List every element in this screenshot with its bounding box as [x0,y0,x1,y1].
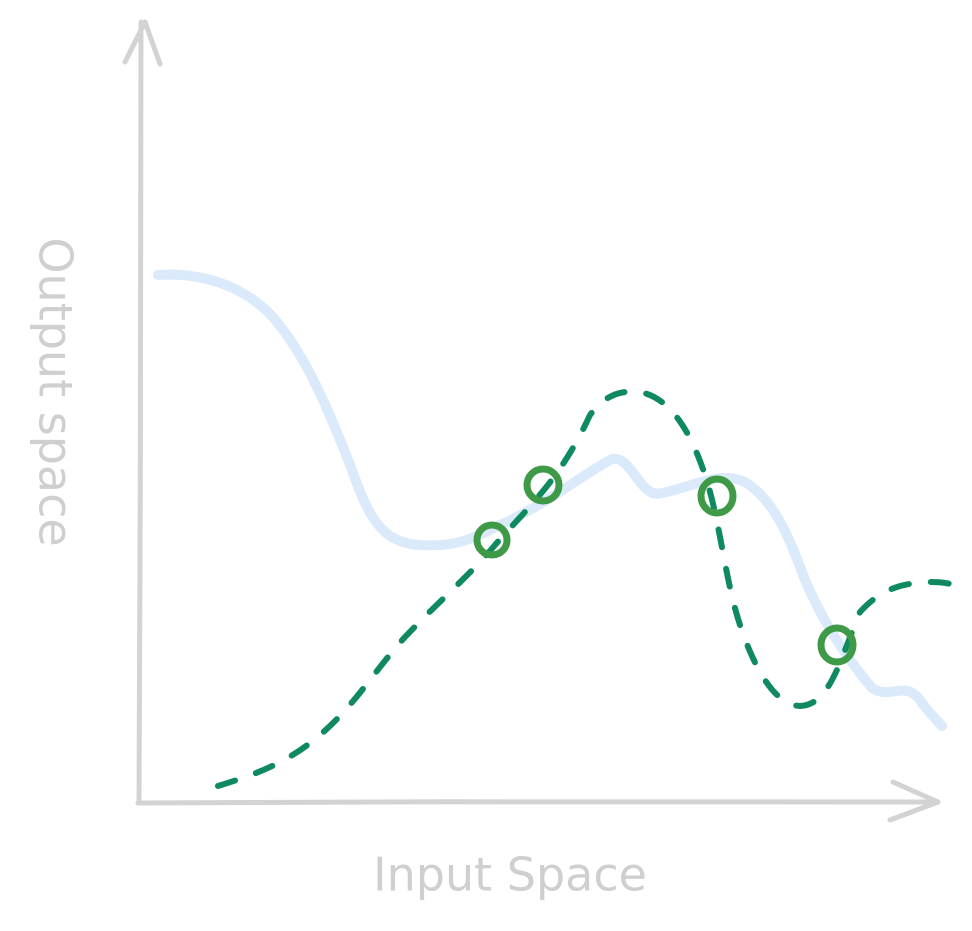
observation-point [523,465,563,505]
model-curve [215,388,958,789]
observation-point [473,521,511,559]
true-function-curve [153,269,947,731]
axes [122,19,941,823]
observation-point [697,475,737,517]
y-axis-label: Output space [29,237,83,546]
x-axis-label: Input Space [373,848,647,902]
y-axis [136,19,144,806]
y-axis-arrow [122,19,163,67]
observations [473,465,857,666]
x-axis-arrow [887,779,941,823]
x-axis [135,799,941,806]
observation-point [817,624,857,666]
